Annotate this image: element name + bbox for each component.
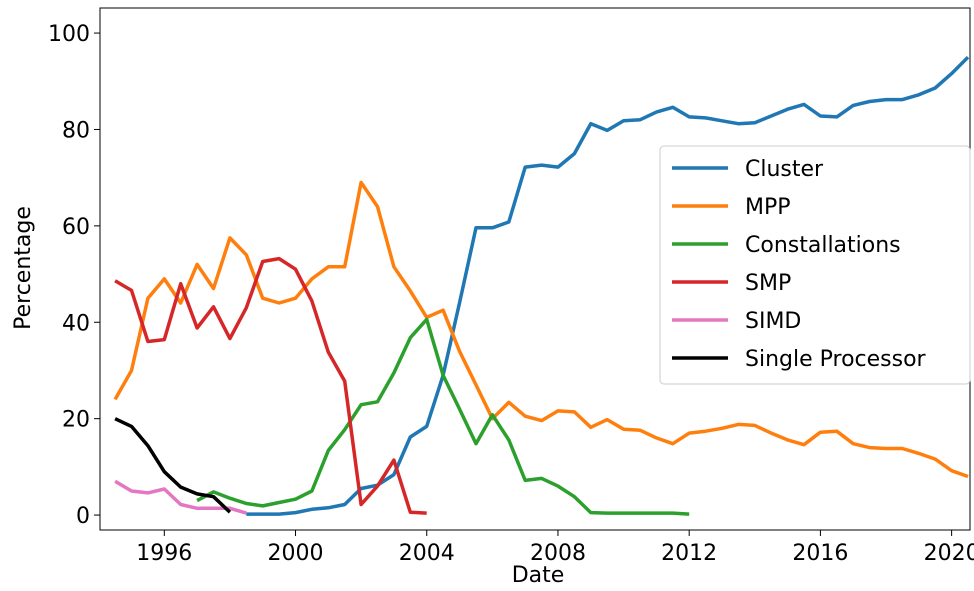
x-tick-label: 2020 (924, 541, 974, 566)
x-tick-label: 2008 (530, 541, 586, 566)
x-tick-label: 1996 (136, 541, 192, 566)
x-tick-label: 2012 (661, 541, 717, 566)
legend-label: Constallations (745, 233, 901, 258)
x-tick-label: 2016 (792, 541, 848, 566)
y-tick-label: 60 (62, 215, 90, 240)
y-tick-label: 100 (48, 22, 90, 47)
series-line (113, 180, 969, 479)
legend-label: Cluster (745, 157, 824, 182)
y-axis-label: Percentage (11, 206, 36, 330)
legend-label: SMP (745, 271, 791, 296)
y-tick-label: 0 (76, 504, 90, 529)
legend-box (659, 145, 971, 385)
y-tick-label: 20 (62, 408, 90, 433)
y-tick-label: 80 (62, 118, 90, 143)
x-tick-label: 2000 (268, 541, 324, 566)
series-line (114, 256, 427, 515)
legend-label: Single Processor (745, 347, 927, 372)
y-tick-label: 40 (62, 311, 90, 336)
series-line (114, 417, 232, 514)
x-axis-label: Date (512, 563, 565, 587)
x-tick-label: 2004 (399, 541, 455, 566)
series-line (196, 317, 690, 516)
series-line (246, 55, 970, 516)
legend-label: MPP (745, 195, 791, 220)
legend-label: SIMD (745, 309, 801, 334)
